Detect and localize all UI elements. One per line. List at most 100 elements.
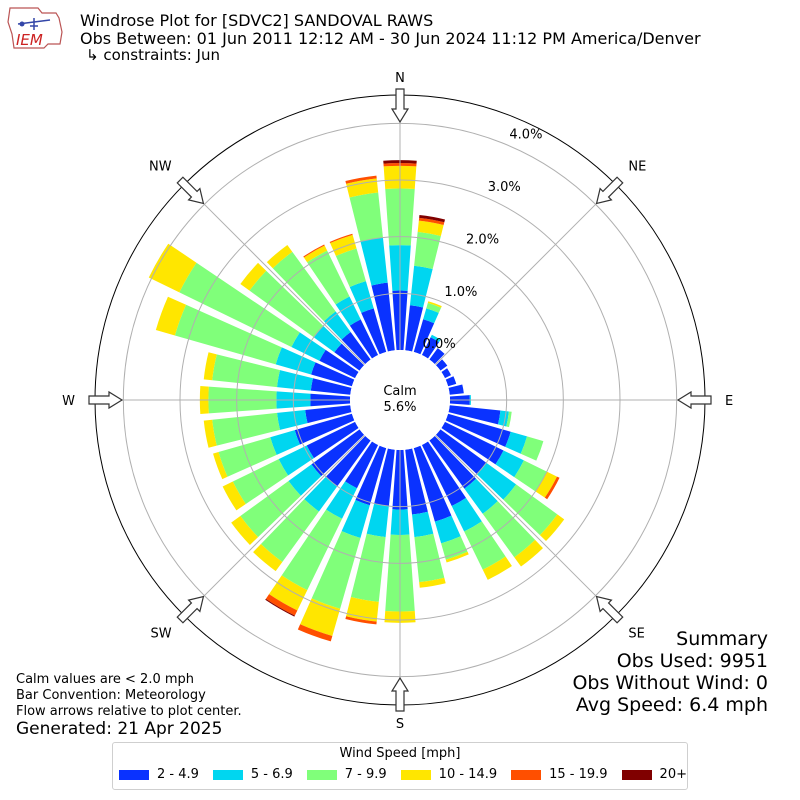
- legend-label: 7 - 9.9: [344, 767, 387, 782]
- rose-bar: [360, 237, 388, 286]
- rose-bar: [503, 484, 558, 536]
- radial-tick-label: 2.0%: [466, 232, 499, 247]
- rose-bar: [311, 429, 365, 477]
- direction-label: NE: [628, 160, 646, 175]
- rose-bar: [249, 270, 324, 338]
- rose-bar: [213, 452, 228, 480]
- legend: Wind Speed [mph] 2 - 4.9 5 - 6.9 7 - 9.9 10…: [112, 742, 688, 790]
- flow-arrow: [595, 595, 624, 624]
- rose-bar: [304, 476, 338, 512]
- rose-bar: [355, 445, 387, 506]
- rose-bar: [419, 215, 445, 223]
- rose-bar: [313, 325, 342, 353]
- rose-bar: [421, 337, 440, 359]
- rose-bar: [311, 362, 355, 387]
- rose-bar: [421, 441, 466, 507]
- rose-bar: [335, 248, 366, 288]
- calm-note: Calm values are < 2.0 mph: [16, 672, 195, 687]
- rose-bar: [419, 577, 446, 588]
- rose-bar: [231, 515, 259, 545]
- rose-bar: [464, 478, 498, 514]
- legend-item: 10 - 14.9: [400, 767, 497, 782]
- rose-bar: [275, 347, 316, 375]
- grid-spoke: [435, 435, 617, 617]
- direction-label: N: [395, 71, 405, 86]
- rose-bar: [349, 192, 383, 242]
- rose-bar: [441, 368, 452, 379]
- rose-bar: [429, 435, 477, 489]
- legend-item: 2 - 4.9: [119, 767, 199, 782]
- rose-bar: [303, 245, 328, 263]
- rose-bar: [174, 304, 282, 365]
- iem-logo: IEM: [7, 7, 63, 49]
- rose-bar: [476, 462, 517, 500]
- calm-circle: [350, 350, 450, 450]
- rose-bar: [414, 231, 441, 270]
- flow-arrow: [176, 176, 205, 205]
- legend-swatch: [212, 769, 243, 780]
- rose-bar: [148, 243, 197, 293]
- rose-bar: [409, 265, 433, 308]
- legend-item: 15 - 19.9: [511, 767, 608, 782]
- rose-bar: [303, 244, 325, 258]
- legend-item: 5 - 6.9: [212, 767, 293, 782]
- rose-bar: [405, 305, 424, 352]
- rose-bar: [349, 319, 379, 359]
- calm-label: Calm: [383, 384, 416, 399]
- legend-swatch: [511, 769, 542, 780]
- radial-tick-label: 0.0%: [423, 337, 456, 352]
- rose-bar: [203, 352, 217, 381]
- rose-bar: [294, 413, 355, 445]
- rose-bar: [240, 481, 301, 538]
- rose-bar: [346, 178, 379, 198]
- rose-bar: [350, 533, 386, 602]
- rose-bar: [179, 262, 300, 348]
- rose-bar: [412, 511, 434, 538]
- rose-bar: [361, 308, 387, 355]
- summary-obs-used: Obs Used: 9951: [616, 650, 768, 672]
- legend-swatch: [621, 769, 652, 780]
- rose-bar: [306, 421, 359, 459]
- rose-bar: [405, 448, 428, 515]
- rose-bar: [441, 421, 504, 465]
- rose-bar: [366, 503, 389, 538]
- summary-avg-speed: Avg Speed: 6.4 mph: [575, 694, 768, 716]
- rose-bar: [441, 536, 468, 560]
- rose-bar: [266, 244, 293, 269]
- rose-bar: [307, 250, 350, 305]
- legend-label: 15 - 19.9: [549, 767, 608, 782]
- grid-spoke: [183, 435, 365, 617]
- direction-label: E: [725, 394, 733, 409]
- rose-bar: [434, 515, 461, 544]
- rose-bar: [345, 616, 377, 625]
- rose-bar: [514, 539, 543, 567]
- rose-bar: [232, 459, 289, 505]
- rose-bar: [260, 499, 319, 562]
- rose-bar: [272, 251, 336, 322]
- rose-bar: [265, 598, 295, 617]
- flow-arrow: [88, 390, 124, 410]
- radial-tick-label: 1.0%: [444, 285, 477, 300]
- rose-bar: [506, 411, 512, 428]
- rose-bar: [281, 509, 343, 591]
- rose-bar: [445, 551, 469, 563]
- rose-bar: [426, 302, 442, 313]
- rose-bar: [544, 476, 560, 500]
- legend-items: 2 - 4.9 5 - 6.9 7 - 9.9 10 - 14.9 15 - 19.9 2…: [119, 767, 687, 782]
- rose-bar: [222, 481, 246, 511]
- legend-item: 7 - 9.9: [306, 767, 387, 782]
- rose-bar: [535, 471, 557, 498]
- direction-label: S: [396, 717, 404, 732]
- direction-label: W: [62, 394, 75, 409]
- rose-bar: [430, 334, 441, 343]
- chart-subtitle: Obs Between: 01 Jun 2011 12:12 AM - 30 J…: [80, 29, 701, 48]
- rose-bar: [297, 624, 333, 642]
- summary-block: Summary Obs Used: 9951 Obs Without Wind:…: [572, 628, 768, 716]
- rose-bar: [345, 441, 379, 489]
- rose-bar: [330, 234, 357, 256]
- rose-bar: [448, 405, 501, 425]
- direction-label: NW: [149, 160, 172, 175]
- rose-bar: [270, 430, 300, 455]
- rose-bar: [329, 233, 353, 244]
- rose-bar: [326, 481, 357, 519]
